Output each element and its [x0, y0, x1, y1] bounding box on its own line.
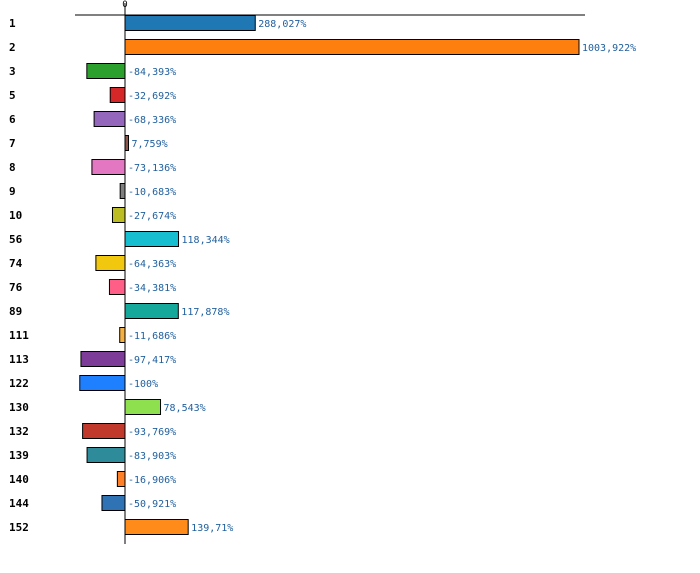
value-label: -32,692%: [128, 91, 176, 102]
value-label: 78,543%: [164, 403, 206, 414]
bar: [124, 399, 162, 415]
category-label: 111: [9, 329, 29, 342]
bar: [109, 87, 126, 103]
value-label: 118,344%: [182, 235, 230, 246]
category-label: 2: [9, 41, 16, 54]
bar: [124, 519, 189, 535]
category-label: 1: [9, 17, 16, 30]
bar-row-122: 122 -100%: [9, 375, 158, 391]
bar-row-130: 130 78,543%: [9, 399, 206, 415]
value-label: -16,906%: [128, 475, 176, 486]
category-label: 6: [9, 113, 16, 126]
bar-row-89: 89 117,878%: [9, 303, 229, 319]
value-label: -64,363%: [128, 259, 176, 270]
category-label: 144: [9, 497, 29, 510]
bar: [79, 375, 126, 391]
value-label: -50,921%: [128, 499, 176, 510]
category-label: 7: [9, 137, 16, 150]
value-label: -97,417%: [128, 355, 176, 366]
bar: [124, 39, 580, 55]
category-label: 5: [9, 89, 16, 102]
value-label: -100%: [128, 379, 158, 390]
value-label: -68,336%: [128, 115, 176, 126]
value-label: -83,903%: [128, 451, 176, 462]
category-label: 152: [9, 521, 29, 534]
bar-row-10: 10 -27,674%: [9, 207, 176, 223]
bar-row-8: 8 -73,136%: [9, 159, 176, 175]
bars-layer: 1 288,027% 2 1003,922% 3 -84,393% 5 -32,692% 6 -6…: [9, 15, 636, 535]
value-label: -10,683%: [128, 187, 176, 198]
bar-row-1: 1 288,027%: [9, 15, 306, 31]
bar-row-152: 152 139,71%: [9, 519, 233, 535]
bar-row-144: 144 -50,921%: [9, 495, 176, 511]
bar-row-2: 2 1003,922%: [9, 39, 636, 55]
category-label: 56: [9, 233, 23, 246]
bar: [124, 303, 179, 319]
category-label: 89: [9, 305, 22, 318]
bar: [124, 15, 256, 31]
value-label: -11,686%: [128, 331, 176, 342]
category-label: 74: [9, 257, 23, 270]
value-label: 7,759%: [132, 139, 168, 150]
category-label: 130: [9, 401, 29, 414]
category-label: 8: [9, 161, 16, 174]
bar: [95, 255, 126, 271]
bar: [80, 351, 126, 367]
bar: [101, 495, 126, 511]
bar: [116, 471, 126, 487]
value-label: -73,136%: [128, 163, 176, 174]
bar: [108, 279, 126, 295]
bar-row-56: 56 118,344%: [9, 231, 230, 247]
bar: [111, 207, 126, 223]
value-label: -84,393%: [128, 67, 176, 78]
bar: [82, 423, 126, 439]
value-label: -34,381%: [128, 283, 176, 294]
bar: [124, 231, 180, 247]
bar: [86, 63, 126, 79]
bar-row-9: 9 -10,683%: [9, 183, 176, 199]
value-label: 117,878%: [181, 307, 229, 318]
value-label: 1003,922%: [582, 43, 636, 54]
category-label: 122: [9, 377, 29, 390]
category-label: 76: [9, 281, 23, 294]
value-label: -27,674%: [128, 211, 176, 222]
bar-row-3: 3 -84,393%: [9, 63, 176, 79]
bar: [86, 447, 126, 463]
bar-row-111: 111 -11,686%: [9, 327, 176, 343]
value-label: 139,71%: [191, 523, 233, 534]
bar-row-139: 139 -83,903%: [9, 447, 176, 463]
value-label: 288,027%: [258, 19, 306, 30]
category-label: 139: [9, 449, 29, 462]
category-label: 10: [9, 209, 22, 222]
category-label: 9: [9, 185, 16, 198]
bar-row-76: 76 -34,381%: [9, 279, 176, 295]
bar: [93, 111, 126, 127]
bar: [119, 183, 126, 199]
category-label: 113: [9, 353, 29, 366]
bar-row-113: 113 -97,417%: [9, 351, 176, 367]
bar-row-140: 140 -16,906%: [9, 471, 176, 487]
bar-row-6: 6 -68,336%: [9, 111, 176, 127]
category-label: 132: [9, 425, 29, 438]
bar: [119, 327, 126, 343]
bar: [91, 159, 126, 175]
bar-row-7: 7 7,759%: [9, 135, 168, 151]
category-label: 3: [9, 65, 16, 78]
value-label: -93,769%: [128, 427, 176, 438]
bar-row-74: 74 -64,363%: [9, 255, 176, 271]
bar: [124, 135, 130, 151]
category-label: 140: [9, 473, 29, 486]
bar-row-132: 132 -93,769%: [9, 423, 176, 439]
bar-row-5: 5 -32,692%: [9, 87, 176, 103]
